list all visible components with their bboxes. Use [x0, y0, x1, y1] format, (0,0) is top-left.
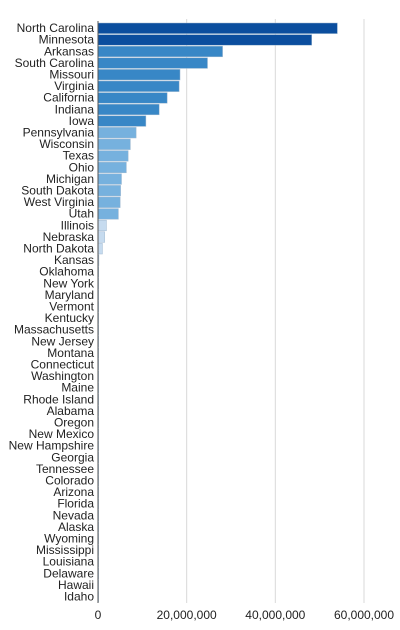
category-label: Michigan [46, 172, 94, 186]
bar [97, 34, 312, 46]
category-label: Iowa [69, 114, 95, 128]
bar [97, 243, 103, 255]
bar [97, 115, 147, 127]
category-label: Arkansas [44, 44, 94, 58]
category-label: West Virginia [24, 195, 95, 209]
category-label: Wyoming [44, 532, 94, 546]
category-label: Vermont [49, 300, 94, 314]
bar [97, 45, 223, 58]
category-label: Kansas [54, 253, 94, 267]
category-label: Virginia [54, 79, 94, 93]
category-label: Minnesota [39, 33, 95, 47]
grid-lines [186, 19, 365, 603]
category-label: North Carolina [17, 21, 95, 35]
category-label: Rhode Island [23, 392, 94, 406]
category-label: Indiana [55, 102, 95, 116]
category-label: Mississippi [36, 543, 94, 557]
bars [97, 22, 338, 603]
category-label: Alabama [47, 404, 95, 418]
bar [97, 127, 137, 139]
x-axis-tick-labels: 0 20,000,000 40,000,000 60,000,000 [95, 608, 395, 622]
category-label: Illinois [61, 218, 94, 232]
category-label: Maine [61, 381, 94, 395]
category-label: Utah [69, 207, 94, 221]
category-label: North Dakota [23, 242, 94, 256]
x-tick-label: 40,000,000 [245, 608, 305, 622]
category-label: Kentucky [45, 311, 94, 325]
category-label: New Hampshire [9, 439, 95, 453]
category-label: Nebraska [43, 230, 95, 244]
bar [97, 22, 338, 34]
category-label: South Dakota [21, 184, 94, 198]
category-label: Delaware [43, 566, 94, 580]
category-label: Washington [31, 369, 94, 383]
category-label: Arizona [53, 485, 94, 499]
category-label: Texas [63, 149, 94, 163]
category-label: Massachusetts [14, 323, 94, 337]
category-label: Connecticut [31, 358, 95, 372]
bar [97, 103, 160, 116]
category-label: Oregon [54, 416, 94, 430]
bar [97, 80, 180, 92]
category-label: Idaho [64, 590, 94, 604]
category-label: Florida [57, 497, 94, 511]
category-label: Oklahoma [39, 265, 94, 279]
category-label: New Mexico [29, 427, 95, 441]
x-tick-label: 0 [95, 608, 102, 622]
bar [97, 208, 119, 220]
bar [97, 57, 208, 69]
category-label: Louisiana [43, 555, 95, 569]
bar [97, 231, 105, 243]
bar [97, 173, 122, 185]
bar [97, 138, 131, 150]
category-label: Montana [47, 346, 94, 360]
category-label: Tennessee [36, 462, 94, 476]
category-label: Georgia [51, 450, 94, 464]
category-label: Alaska [58, 520, 94, 534]
bar [97, 196, 121, 208]
category-label: Hawaii [58, 578, 94, 592]
bar [97, 92, 168, 104]
bar [97, 161, 127, 174]
bar [97, 150, 129, 162]
category-label: Ohio [69, 160, 95, 174]
bar [97, 185, 121, 197]
category-label: California [43, 91, 94, 105]
bar [97, 69, 181, 81]
category-label: Missouri [49, 68, 94, 82]
category-label: Maryland [45, 288, 94, 302]
category-label: Pennsylvania [23, 126, 95, 140]
category-label: Colorado [45, 474, 94, 488]
category-label: New Jersey [31, 334, 94, 348]
category-label: Wisconsin [39, 137, 94, 151]
x-tick-label: 60,000,000 [334, 608, 394, 622]
category-label: Nevada [53, 508, 95, 522]
category-label: South Carolina [15, 56, 95, 70]
x-tick-label: 20,000,000 [157, 608, 217, 622]
category-label: New York [43, 276, 95, 290]
bar [97, 219, 107, 232]
